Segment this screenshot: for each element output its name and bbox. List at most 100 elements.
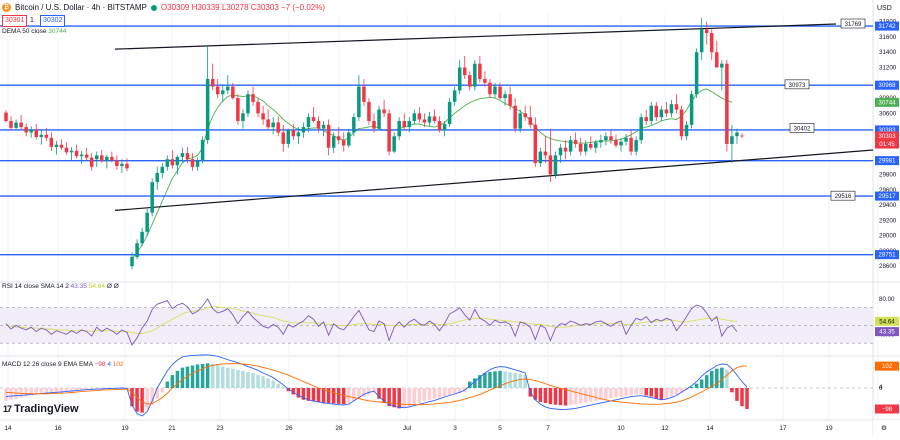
candle-body — [170, 159, 175, 166]
dema-legend[interactable]: DEMA 50 close 30744 — [2, 28, 66, 35]
candle-body — [281, 132, 286, 144]
macd-histogram-bar — [664, 388, 669, 399]
candle-body — [347, 132, 351, 146]
candle-body — [306, 117, 311, 128]
currency-label[interactable]: USD — [877, 5, 892, 12]
candle-body — [382, 109, 386, 114]
axis-corner — [873, 420, 900, 435]
candle-body — [437, 120, 442, 131]
macd-histogram-bar — [422, 388, 427, 401]
macd-histogram-bar — [100, 388, 104, 389]
candle-body — [483, 78, 487, 83]
candle-body — [195, 160, 200, 167]
macd-histogram-bar — [180, 367, 185, 388]
time-tick-label: Jul — [403, 425, 412, 432]
rsi-extra: Ø Ø — [106, 283, 119, 290]
macd-histogram-bar — [387, 388, 391, 407]
candle-body — [69, 150, 74, 153]
chart-header: ₿ Bitcoin / U.S. Dollar · 4h · BITSTAMP … — [2, 1, 325, 14]
price-label: 29981 — [878, 158, 896, 165]
callout-label: 30973 — [789, 83, 806, 89]
candle-body — [326, 124, 331, 148]
candle-body — [604, 136, 608, 141]
macd-histogram-bar — [397, 388, 401, 409]
rsi-value-label: 54.64 — [879, 318, 895, 325]
candle-body — [14, 122, 18, 128]
candle-body — [392, 136, 396, 152]
macd-histogram-bar — [79, 388, 84, 391]
macd-label: MACD 12 26 close 9 EMA EMA — [2, 361, 93, 368]
macd-histogram-bar — [69, 388, 74, 391]
macd-histogram-bar — [64, 388, 69, 392]
candle-body — [316, 120, 321, 129]
price-tick-label: 29600 — [879, 187, 897, 194]
candle-body — [251, 94, 255, 102]
candle-body — [367, 101, 371, 121]
macd-tick-label: 0 — [879, 385, 883, 392]
candle-body — [231, 86, 235, 99]
macd-histogram-bar — [140, 388, 144, 413]
tradingview-logo[interactable]: 17 TradingView — [3, 403, 79, 415]
candle-body — [331, 136, 336, 148]
macd-histogram-bar — [306, 388, 311, 401]
candle-body — [352, 117, 356, 133]
macd-histogram-bar — [639, 388, 643, 394]
candle-body — [478, 63, 482, 79]
time-tick-label: 17 — [779, 425, 787, 432]
macd-histogram-bar — [281, 386, 286, 388]
macd-histogram-bar — [29, 388, 33, 396]
time-tick-label: 16 — [54, 425, 62, 432]
candle-body — [533, 124, 538, 164]
macd-histogram-bar — [226, 367, 230, 388]
candle-body — [291, 130, 296, 137]
macd-histogram-bar — [236, 369, 240, 388]
candle-body — [447, 101, 452, 125]
rsi-legend[interactable]: RSI 14 close SMA 14 2 43.35 54.64 Ø Ø — [2, 283, 119, 290]
sell-price-button[interactable]: 30301 — [2, 15, 28, 27]
candle-body — [710, 33, 714, 53]
time-tick-label: 23 — [216, 425, 224, 432]
rsi-line — [5, 298, 738, 346]
price-tick-label: 29400 — [879, 202, 897, 209]
price-tick-label: 30600 — [879, 110, 897, 117]
candle-body — [558, 147, 563, 156]
buy-price-button[interactable]: 30302 — [40, 15, 66, 27]
candle-body — [468, 75, 472, 87]
macd-histogram-bar — [377, 388, 381, 399]
macd-histogram-bar — [553, 388, 558, 405]
candle-body — [115, 159, 119, 167]
symbol-title[interactable]: Bitcoin / U.S. Dollar · 4h · BITSTAMP — [15, 3, 147, 12]
time-tick-label: 12 — [661, 425, 669, 432]
bitcoin-icon: ₿ — [2, 3, 11, 12]
macd-histogram-bar — [44, 388, 49, 394]
macd-legend[interactable]: MACD 12 26 close 9 EMA EMA −98 4 102 — [2, 361, 124, 368]
macd-histogram-bar — [543, 388, 548, 403]
macd-histogram-bar — [24, 388, 28, 397]
tradingview-logo-icon: 17 — [3, 404, 12, 414]
price-tick-label: 29800 — [879, 171, 897, 178]
macd-histogram-bar — [533, 388, 538, 400]
macd-histogram-bar — [730, 388, 734, 393]
candle-body — [397, 120, 401, 137]
macd-histogram-bar — [407, 388, 412, 407]
rsi-value: 43.35 — [70, 283, 87, 290]
upper-trendline — [114, 23, 837, 50]
macd-histogram-bar — [205, 363, 210, 388]
axis-settings-icon: ⚙ — [881, 424, 887, 432]
candle-body — [407, 120, 412, 128]
candle-body — [140, 231, 144, 244]
candle-body — [49, 137, 54, 147]
macd-histogram-bar — [432, 388, 437, 399]
candle-body — [89, 157, 94, 167]
macd-histogram-bar — [503, 371, 507, 388]
candle-body — [210, 78, 215, 87]
macd-histogram-bar — [94, 388, 99, 390]
candle-body — [669, 104, 674, 114]
macd-histogram-bar — [342, 388, 346, 405]
macd-histogram-bar — [49, 388, 54, 393]
candle-body — [664, 109, 669, 114]
price-tick-label: 28600 — [879, 263, 897, 270]
price-label-bg — [875, 191, 899, 201]
